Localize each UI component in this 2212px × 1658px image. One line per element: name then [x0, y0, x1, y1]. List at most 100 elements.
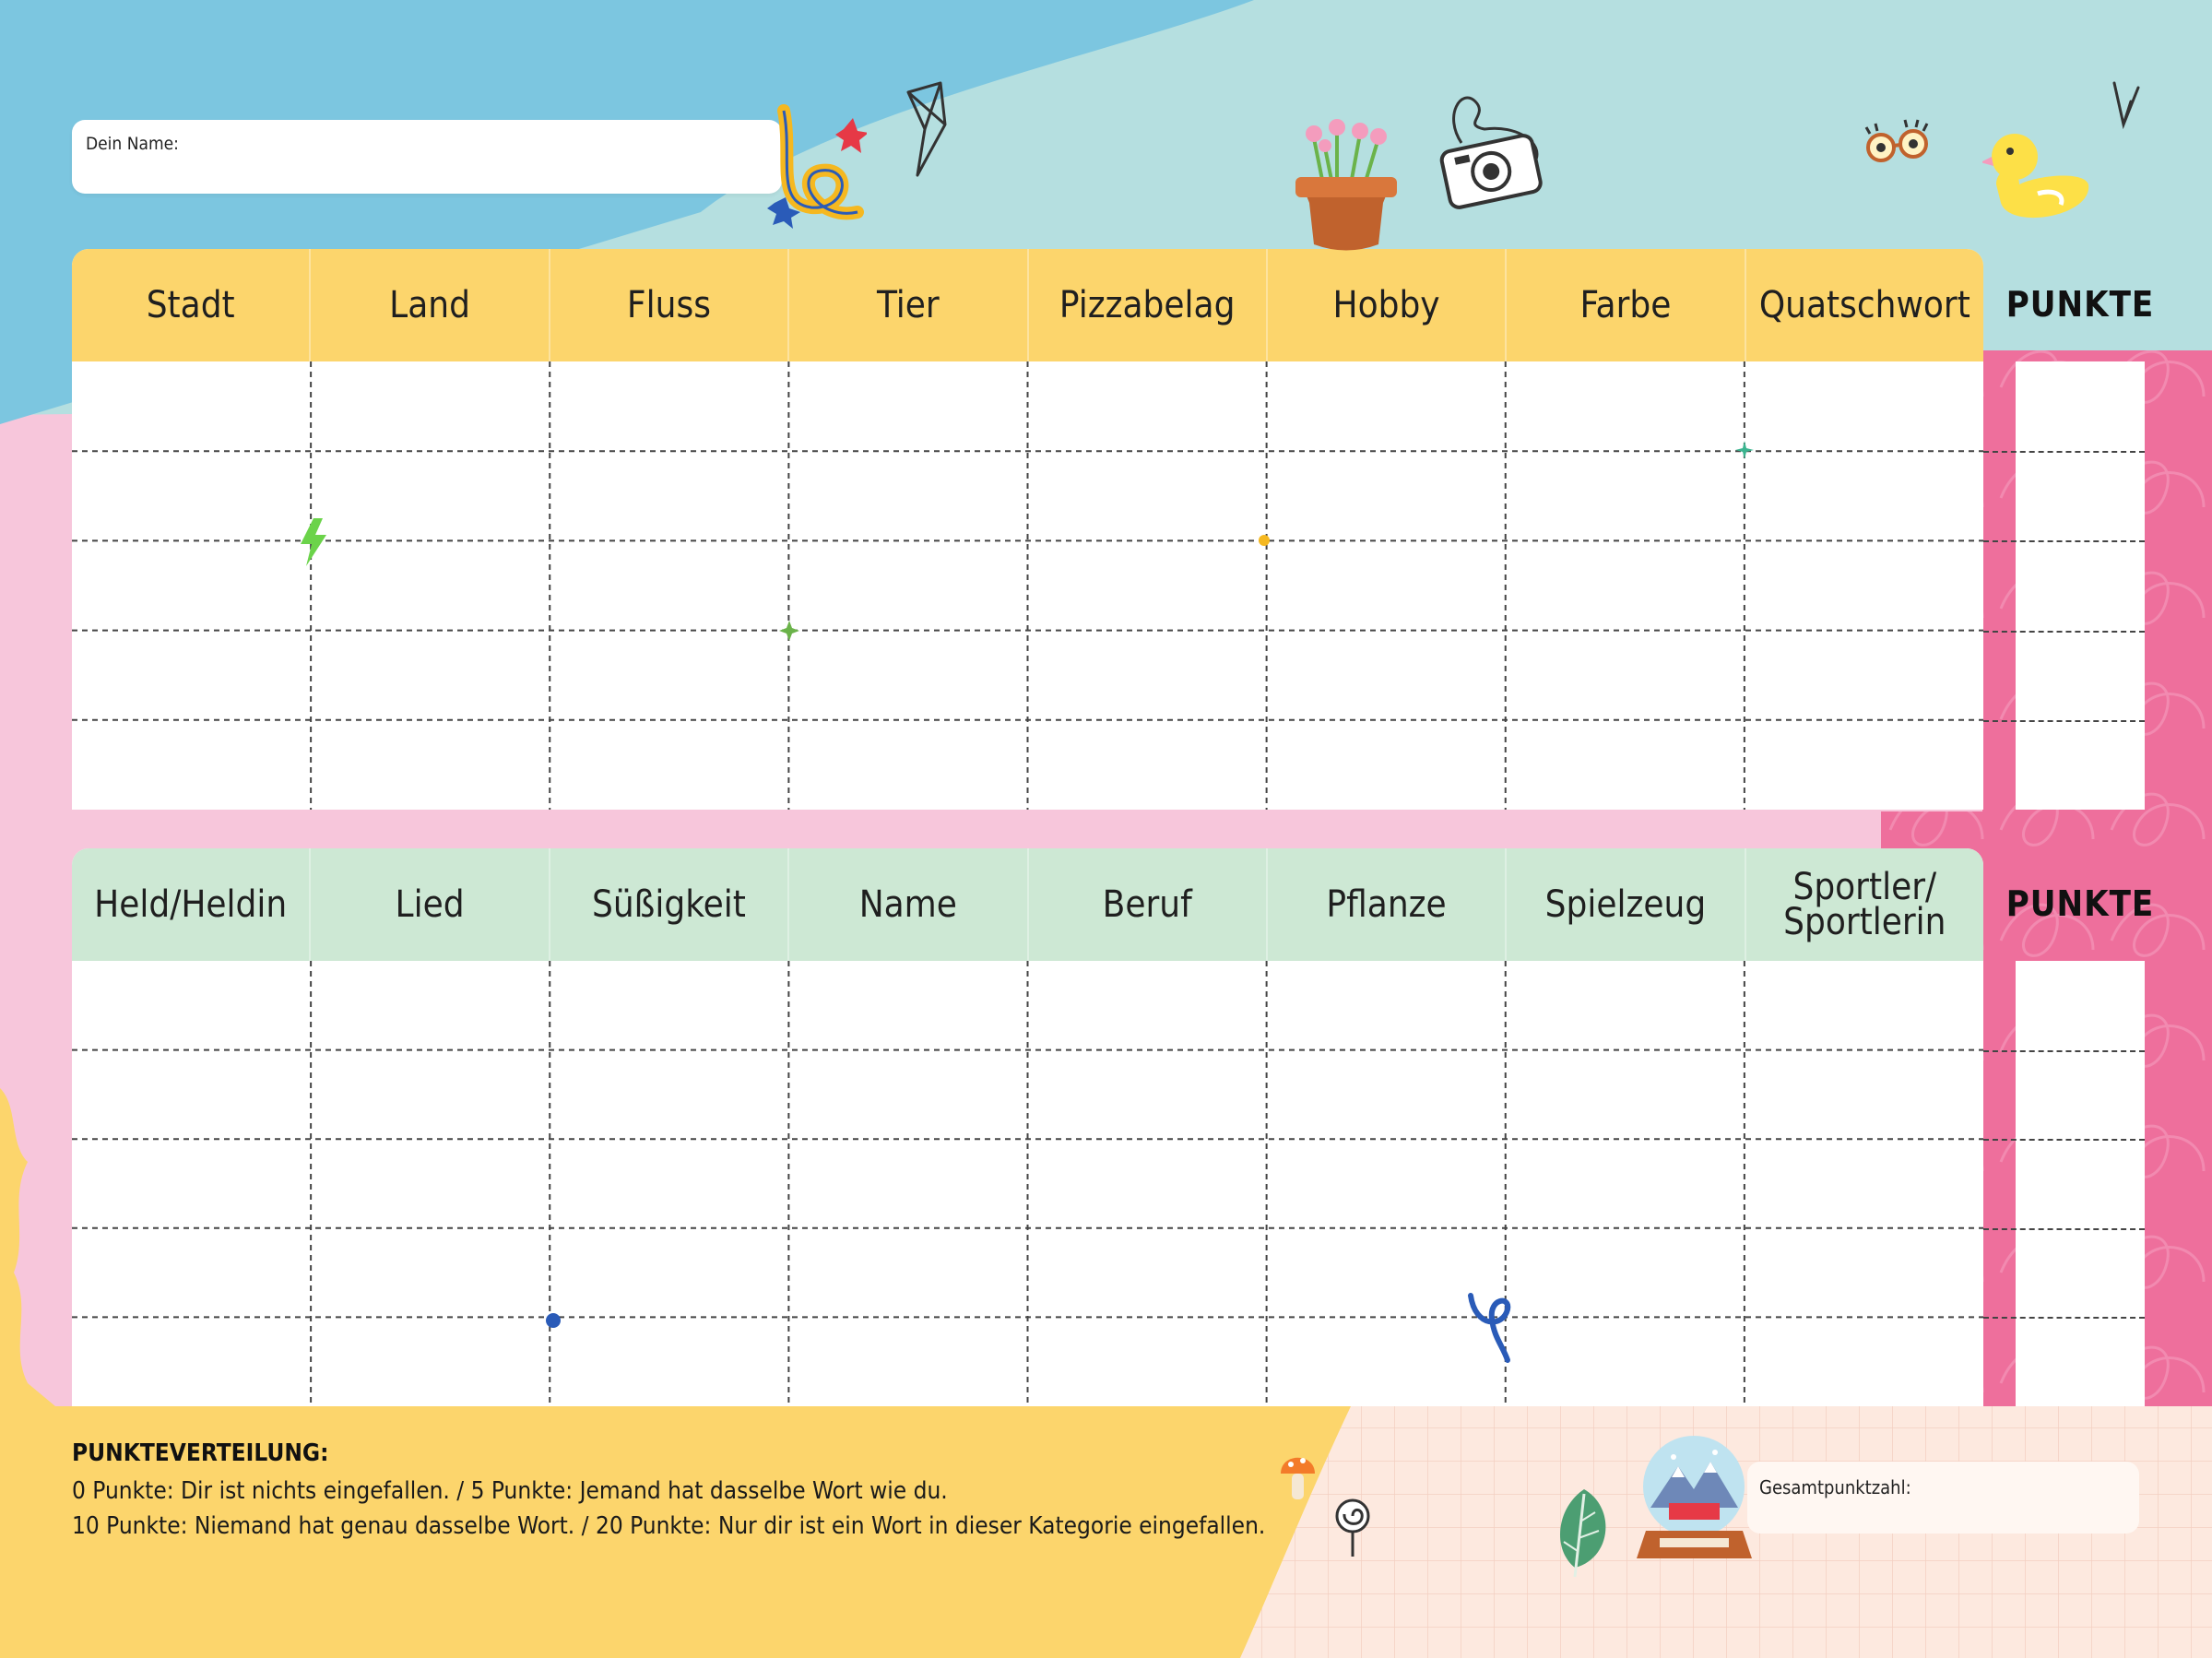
table-cell[interactable] — [550, 1228, 788, 1318]
table-cell[interactable] — [1267, 961, 1506, 1050]
table-cell[interactable] — [788, 631, 1027, 720]
row-divider — [1983, 1049, 2145, 1052]
table-cell[interactable] — [550, 540, 788, 630]
table-cell[interactable] — [1267, 631, 1506, 720]
table-cell[interactable] — [311, 1317, 550, 1406]
table-cell[interactable] — [1506, 540, 1745, 630]
name-input[interactable] — [72, 120, 782, 194]
table-cell[interactable] — [788, 451, 1027, 540]
column-header-beruf: Beruf — [1029, 848, 1268, 961]
table-cell[interactable] — [1028, 1317, 1267, 1406]
table-cell[interactable] — [1028, 361, 1267, 451]
table-cell[interactable] — [1506, 1228, 1745, 1318]
table-cell[interactable] — [1267, 1139, 1506, 1228]
table-cell[interactable] — [72, 720, 311, 810]
points-column-bottom[interactable] — [1983, 961, 2145, 1406]
table-cell[interactable] — [1506, 961, 1745, 1050]
table-cell[interactable] — [550, 1050, 788, 1140]
sparkle-icon — [1735, 441, 1754, 459]
column-header-spielzeug: Spielzeug — [1507, 848, 1746, 961]
table-cell[interactable] — [72, 631, 311, 720]
column-header-pflanze: Pflanze — [1268, 848, 1508, 961]
table-cell[interactable] — [311, 361, 550, 451]
points-column-top[interactable] — [1983, 361, 2145, 810]
table-cell[interactable] — [311, 451, 550, 540]
table-cell[interactable] — [72, 540, 311, 630]
table-cell[interactable] — [788, 361, 1027, 451]
table-cell[interactable] — [311, 1050, 550, 1140]
table-cell[interactable] — [72, 1050, 311, 1140]
table-cell[interactable] — [311, 540, 550, 630]
column-header-land: Land — [311, 249, 550, 361]
table-cell[interactable] — [1028, 961, 1267, 1050]
table-cell[interactable] — [788, 1139, 1027, 1228]
table-cell[interactable] — [1745, 1139, 1983, 1228]
table-cell[interactable] — [550, 361, 788, 451]
table-cell[interactable] — [1267, 451, 1506, 540]
table-cell[interactable] — [550, 1139, 788, 1228]
table-cell[interactable] — [1745, 451, 1983, 540]
table-cell[interactable] — [550, 631, 788, 720]
table-cell[interactable] — [1745, 720, 1983, 810]
table-cell[interactable] — [1267, 361, 1506, 451]
table-cell[interactable] — [788, 961, 1027, 1050]
table-cell[interactable] — [550, 451, 788, 540]
table-cell[interactable] — [1745, 361, 1983, 451]
table-cell[interactable] — [1028, 631, 1267, 720]
column-header-quatschwort: Quatschwort — [1758, 284, 1970, 326]
table-cell[interactable] — [788, 1228, 1027, 1318]
table-cell[interactable] — [311, 1139, 550, 1228]
table-cell[interactable] — [311, 1228, 550, 1318]
table-cell[interactable] — [1506, 631, 1745, 720]
table-cell[interactable] — [1028, 1050, 1267, 1140]
total-score-input[interactable] — [1747, 1462, 2139, 1534]
points-header-bottom: PUNKTE — [2005, 883, 2155, 924]
table-cell[interactable] — [1028, 451, 1267, 540]
table-cell[interactable] — [1745, 1317, 1983, 1406]
table-cell[interactable] — [1506, 361, 1745, 451]
table-cell[interactable] — [1506, 1317, 1745, 1406]
table-cell[interactable] — [788, 1317, 1027, 1406]
table-cell[interactable] — [788, 540, 1027, 630]
arrow-doodle-icon — [2112, 81, 2140, 130]
leaf-icon — [1559, 1489, 1606, 1578]
row-divider — [1983, 1227, 2145, 1230]
table-cell[interactable] — [72, 451, 311, 540]
table-cell[interactable] — [1745, 631, 1983, 720]
table-cell[interactable] — [550, 720, 788, 810]
table-cell[interactable] — [1506, 1050, 1745, 1140]
table-cell[interactable] — [1267, 540, 1506, 630]
table-cell[interactable] — [788, 720, 1027, 810]
table-top-header: Stadt Land Fluss Tier Pizzabelag Hobby F… — [72, 249, 1983, 361]
table-cell[interactable] — [1028, 1228, 1267, 1318]
table-cell[interactable] — [72, 1228, 311, 1318]
table-cell[interactable] — [1028, 720, 1267, 810]
table-cell[interactable] — [550, 961, 788, 1050]
table-cell[interactable] — [1745, 540, 1983, 630]
table-cell[interactable] — [1745, 1228, 1983, 1318]
lightning-icon — [301, 518, 326, 566]
table-cell[interactable] — [311, 961, 550, 1050]
column-header-sportler: Sportler/ Sportlerin — [1783, 866, 1946, 943]
table-cell[interactable] — [550, 1317, 788, 1406]
table-cell[interactable] — [1745, 961, 1983, 1050]
table-cell[interactable] — [1028, 1139, 1267, 1228]
column-header-suessigkeit: Süßigkeit — [550, 848, 790, 961]
row-divider — [1983, 719, 2145, 722]
table-cell[interactable] — [1028, 540, 1267, 630]
table-cell[interactable] — [72, 361, 311, 451]
table-cell[interactable] — [1745, 1050, 1983, 1140]
table-cell[interactable] — [1267, 720, 1506, 810]
table-cell[interactable] — [1506, 451, 1745, 540]
table-cell[interactable] — [72, 1139, 311, 1228]
table-cell[interactable] — [72, 1317, 311, 1406]
table-cell[interactable] — [1267, 1050, 1506, 1140]
table-cell[interactable] — [788, 1050, 1027, 1140]
table-cell[interactable] — [1506, 1139, 1745, 1228]
column-header-pizzabelag: Pizzabelag — [1029, 249, 1268, 361]
table-cell[interactable] — [311, 720, 550, 810]
table-cell[interactable] — [72, 961, 311, 1050]
table-cell[interactable] — [1506, 720, 1745, 810]
category-table-top: Stadt Land Fluss Tier Pizzabelag Hobby F… — [72, 249, 1983, 810]
table-cell[interactable] — [311, 631, 550, 720]
